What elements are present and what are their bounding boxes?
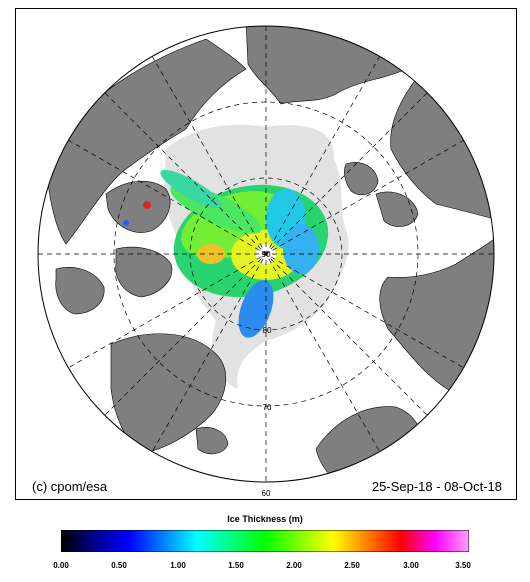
land-novaya-zemlya [115, 246, 173, 298]
colorbar-tick-label: 2.50 [344, 561, 360, 570]
land-islands-east [344, 162, 379, 196]
map-boundary [37, 25, 495, 483]
land-svalbard [105, 180, 171, 233]
graticule [38, 26, 494, 482]
land-islands-ne [375, 191, 419, 227]
colorbar-tick-label: 0.00 [53, 561, 69, 570]
date-range-label: 25-Sep-18 - 08-Oct-18 [371, 479, 502, 494]
credit-label: (c) cpom/esa [32, 479, 108, 494]
land-masses [45, 26, 494, 482]
land-franz-josef [55, 267, 105, 315]
colorbar-tick-label: 0.50 [111, 561, 127, 570]
colorbar-gradient [61, 530, 469, 552]
lat-label-90: 90 [262, 250, 271, 259]
map-frame: 90 80 70 60 (c) cpom/esa 25-Sep-18 - 08-… [15, 8, 517, 500]
land-siberia [45, 38, 247, 245]
lat-label-70: 70 [263, 403, 272, 412]
polar-stereographic-map: 90 80 70 60 [37, 25, 495, 498]
colorbar-tick-label: 1.00 [170, 561, 186, 570]
colorbar-tick-label: 1.50 [228, 561, 244, 570]
colorbar-title: Ice Thickness (m) [227, 514, 303, 524]
colorbar-tick-label: 3.00 [403, 561, 419, 570]
colorbar-tick-label: 3.50 [455, 561, 471, 570]
colorbar-tick-label: 2.00 [286, 561, 302, 570]
land-iceland-area [195, 427, 229, 455]
lat-label-60: 60 [262, 489, 271, 498]
lat-label-80: 80 [263, 326, 272, 335]
colorbar [61, 530, 469, 552]
